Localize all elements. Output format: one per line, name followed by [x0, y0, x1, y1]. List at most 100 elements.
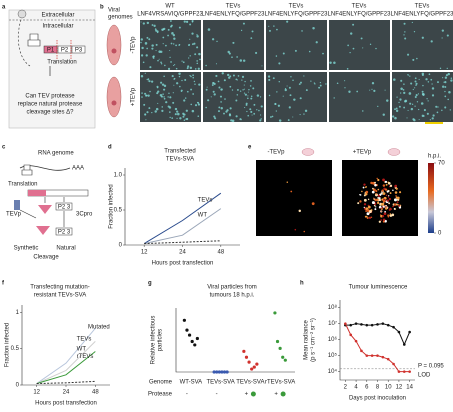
data-point	[402, 343, 406, 346]
cell-spot	[174, 107, 178, 111]
protease-sign: -	[186, 392, 188, 398]
x-tick-label: 24	[179, 250, 186, 256]
cell-spot	[427, 81, 430, 83]
signal-spot	[382, 184, 386, 187]
signal-spot	[386, 199, 389, 202]
signal-spot	[373, 204, 376, 207]
cell-spot	[210, 96, 212, 98]
signal-spot	[286, 181, 288, 184]
cell-spot	[169, 49, 171, 52]
cell-spot	[146, 21, 150, 25]
cell-spot	[197, 103, 201, 106]
cell-spot	[173, 64, 176, 66]
cell-spot	[171, 117, 174, 120]
cell-spot	[169, 56, 171, 58]
cell-spot	[140, 54, 144, 57]
signal-spot	[369, 209, 372, 213]
cell-spot	[170, 61, 172, 63]
cell-spot	[155, 29, 158, 32]
cell-spot	[145, 119, 147, 121]
cell-spot	[181, 60, 183, 62]
signal-spot	[379, 199, 381, 201]
signal-spot	[381, 193, 383, 195]
cell-spot	[212, 82, 214, 84]
data-point	[392, 362, 395, 366]
data-point	[349, 333, 353, 337]
signal-spot	[361, 190, 363, 193]
cell-spot	[157, 102, 159, 104]
cell-spot	[333, 97, 335, 99]
cell-spot	[144, 42, 148, 45]
cell-spot	[427, 100, 429, 102]
y-axis-label: Fraction infected	[109, 184, 115, 228]
cell-spot	[421, 36, 424, 39]
diagram-label: 3Cpro	[76, 212, 93, 218]
cell-spot	[242, 22, 245, 25]
cell-spot	[192, 93, 195, 95]
signal-spot	[303, 230, 305, 233]
cell-spot	[165, 44, 167, 47]
signal-spot	[377, 188, 380, 191]
cell-spot	[253, 112, 256, 115]
cell-spot	[394, 116, 397, 120]
cell-spot	[191, 32, 194, 35]
cell-spot	[176, 110, 179, 113]
cell-spot	[193, 42, 196, 45]
diagram-label: Cleavage	[33, 255, 59, 261]
nucleus	[111, 100, 117, 106]
cell-spot	[258, 109, 260, 112]
signal-spot	[290, 190, 293, 193]
cell-spot	[260, 118, 262, 120]
series-line	[36, 380, 96, 385]
y-tick-label: 10⁶	[328, 336, 338, 343]
cell-spot	[246, 110, 248, 113]
signal-spot	[387, 214, 390, 217]
signal-spot	[381, 198, 384, 201]
series-line	[344, 323, 410, 373]
cell-spot	[148, 80, 151, 83]
cell-spot	[149, 66, 152, 69]
segment-label: P2 3	[58, 205, 71, 211]
cell-spot	[182, 61, 185, 64]
cell-spot	[146, 111, 149, 114]
cell-spot	[239, 90, 242, 92]
cell-spot	[197, 101, 200, 104]
cell-spot	[282, 52, 285, 55]
signal-spot	[387, 181, 391, 185]
cell-spot	[417, 93, 419, 95]
signal-spot	[374, 183, 377, 187]
region-label: Intracellular	[42, 24, 73, 30]
y-axis-label: Fraction infected	[5, 323, 11, 367]
cell-spot	[276, 28, 278, 31]
signal-spot	[363, 194, 366, 197]
signal-spot	[381, 208, 383, 211]
data-point	[255, 362, 259, 366]
cell-spot	[192, 76, 194, 79]
cell-spot	[189, 74, 191, 77]
cell-spot	[162, 93, 164, 95]
cell-spot	[275, 55, 278, 57]
panel-letter: e	[248, 145, 252, 151]
cell-spot	[449, 109, 451, 111]
annotation: Mutated	[88, 325, 110, 331]
cell-spot	[288, 106, 291, 109]
cell-spot	[227, 50, 230, 54]
cell-spot	[243, 92, 246, 94]
cell-spot	[447, 98, 449, 101]
cell-spot	[163, 75, 165, 78]
signal-spot	[359, 200, 362, 203]
cell-spot	[348, 90, 351, 93]
diagram-label: TEVp	[6, 212, 22, 218]
cell-spot	[400, 79, 403, 82]
cell-spot	[404, 31, 406, 33]
panel-box	[8, 9, 96, 129]
cell-spot	[278, 62, 281, 65]
cell-spot	[218, 106, 221, 109]
cell-spot	[450, 79, 453, 82]
cell-spot	[250, 80, 252, 82]
cell-spot	[178, 72, 181, 75]
signal-spot	[398, 204, 401, 207]
cell-spot	[180, 89, 183, 92]
cell-spot	[412, 118, 415, 121]
